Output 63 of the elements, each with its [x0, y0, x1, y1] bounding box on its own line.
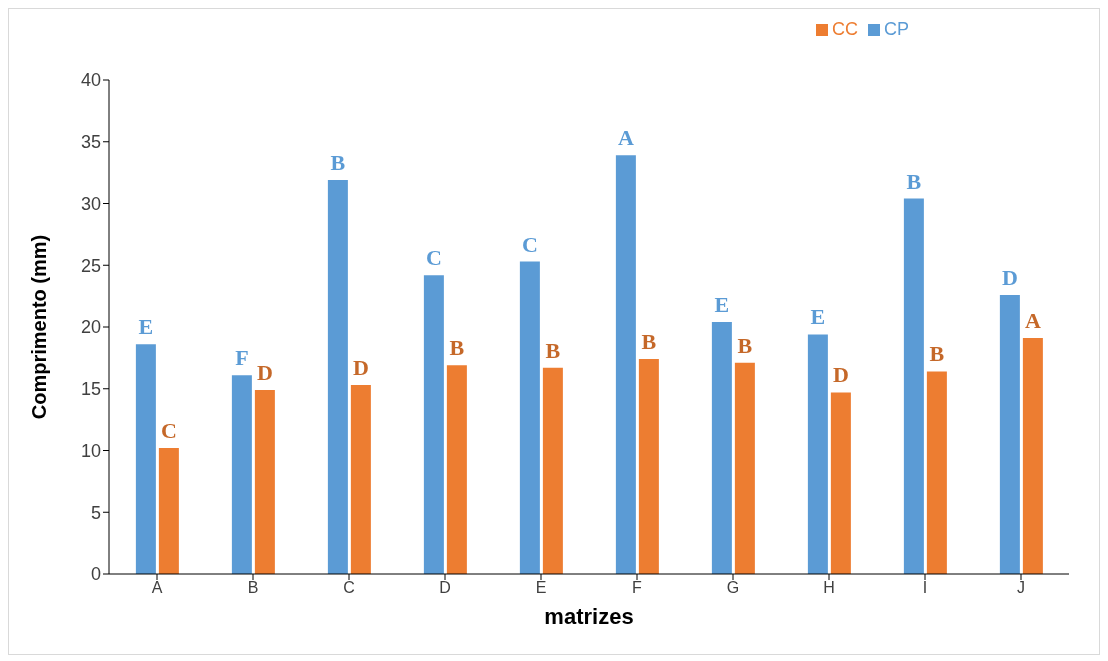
data-label: B [545, 337, 561, 363]
y-tick-label: 40 [80, 70, 101, 91]
x-tick-label: F [632, 579, 643, 597]
bar [231, 375, 252, 574]
x-tick-label: H [823, 579, 835, 597]
bar [734, 362, 755, 574]
x-tick-label: E [535, 579, 547, 597]
data-label: E [810, 304, 826, 330]
data-label: B [641, 329, 657, 355]
bar [807, 334, 828, 574]
legend-label: CC [831, 19, 858, 39]
bar [158, 448, 179, 574]
bar [350, 385, 371, 574]
data-label: A [1024, 308, 1041, 334]
data-label: D [832, 362, 849, 388]
bar [542, 367, 563, 574]
data-label: B [449, 335, 465, 361]
legend-label: CP [883, 19, 909, 39]
x-tick-label: I [922, 579, 928, 597]
y-tick-label: 35 [80, 132, 101, 153]
data-label: B [737, 332, 753, 358]
data-label: C [425, 245, 442, 271]
bar [926, 371, 947, 574]
bar [638, 359, 659, 574]
bar [615, 155, 636, 574]
data-label: F [235, 345, 249, 371]
x-tick-label: A [151, 579, 163, 597]
bar [327, 180, 348, 574]
x-tick-label: B [247, 579, 259, 597]
x-tick-label: G [726, 579, 740, 597]
y-axis-title: Comprimento (mm) [28, 234, 51, 420]
y-tick-label: 10 [80, 440, 101, 461]
bar [711, 322, 732, 574]
data-label: D [1001, 264, 1018, 290]
data-label: D [256, 359, 273, 385]
y-tick-label: 5 [90, 502, 101, 523]
data-label: B [929, 341, 945, 367]
bar [1022, 338, 1043, 574]
x-tick-label: J [1017, 579, 1025, 597]
data-label: C [160, 418, 177, 444]
bar [903, 198, 924, 574]
data-label: E [714, 292, 730, 318]
y-tick-label: 15 [80, 379, 101, 400]
y-tick-label: 0 [90, 564, 101, 585]
bar [446, 365, 467, 574]
bar [999, 294, 1020, 574]
bar [830, 392, 851, 574]
data-label: E [138, 314, 154, 340]
y-tick-label: 30 [80, 193, 101, 214]
bar [135, 344, 156, 574]
x-tick-label: C [343, 579, 355, 597]
data-label: B [330, 150, 346, 176]
y-tick-label: 25 [80, 255, 101, 276]
bar [423, 275, 444, 574]
data-label: B [906, 168, 922, 194]
bar [254, 389, 275, 574]
y-tick-label: 20 [80, 317, 101, 338]
bar [519, 261, 540, 574]
data-label: A [617, 125, 634, 151]
x-axis-title: matrizes [544, 604, 634, 629]
x-tick-label: D [439, 579, 451, 597]
data-label: D [352, 355, 369, 381]
data-label: C [521, 231, 538, 257]
